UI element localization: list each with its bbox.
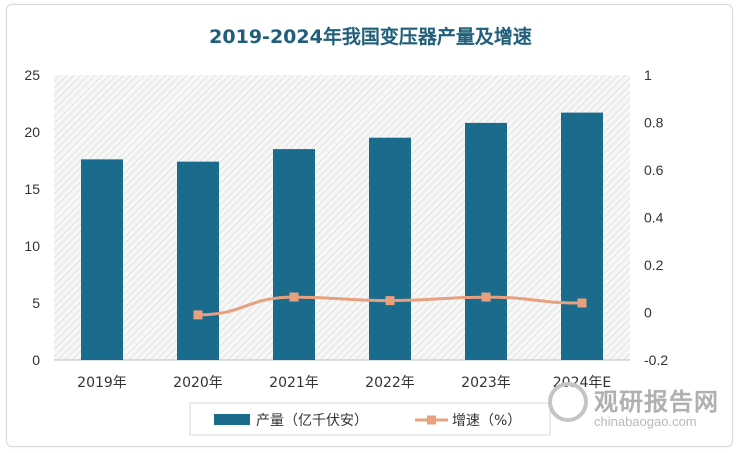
growth-point: [385, 296, 395, 306]
right-axis-tick-label: 0.2: [644, 257, 664, 273]
watermark: 观研报告网 chinabaogao.com: [548, 378, 738, 438]
growth-point: [577, 298, 587, 308]
right-axis-tick-label: 1: [644, 67, 652, 83]
x-tick-label: 2020年: [173, 375, 223, 391]
watermark-url: chinabaogao.com: [594, 414, 697, 429]
watermark-text: 观研报告网: [594, 389, 719, 416]
legend-line-marker: [427, 415, 436, 425]
bar: [273, 149, 315, 360]
plot-area: [54, 75, 630, 360]
left-axis-tick-label: 5: [32, 295, 40, 311]
legend-line-label: 增速（%）: [452, 413, 521, 429]
left-axis-tick-label: 25: [24, 67, 40, 83]
bar: [81, 159, 123, 360]
watermark-logo-icon: [548, 382, 588, 422]
x-tick-label: 2023年: [461, 375, 511, 391]
right-axis-tick-label: 0: [644, 305, 652, 321]
x-tick-label: 2019年: [77, 375, 127, 391]
legend-bar-label: 产量（亿千伏安）: [256, 413, 368, 429]
bar: [369, 137, 411, 360]
x-tick-label: 2021年: [269, 375, 319, 391]
bar: [177, 161, 219, 360]
growth-point: [481, 292, 491, 302]
right-axis-tick-label: 0.6: [644, 162, 664, 178]
growth-point: [289, 292, 299, 302]
growth-point: [193, 310, 203, 320]
left-axis-tick-label: 0: [32, 352, 40, 368]
legend-bar-swatch: [214, 414, 250, 425]
chart-title: 2019-2024年我国变压器产量及增速: [209, 26, 532, 48]
x-tick-label: 2022年: [365, 375, 415, 391]
bar: [561, 112, 603, 361]
left-axis-tick-label: 10: [24, 238, 40, 254]
left-axis-tick-label: 20: [24, 124, 40, 140]
left-axis-tick-label: 15: [24, 181, 40, 197]
right-axis-tick-label: 0.8: [644, 115, 664, 131]
right-axis-tick-label: -0.2: [644, 352, 668, 368]
right-axis-tick-label: 0.4: [644, 210, 664, 226]
bar: [465, 122, 507, 360]
